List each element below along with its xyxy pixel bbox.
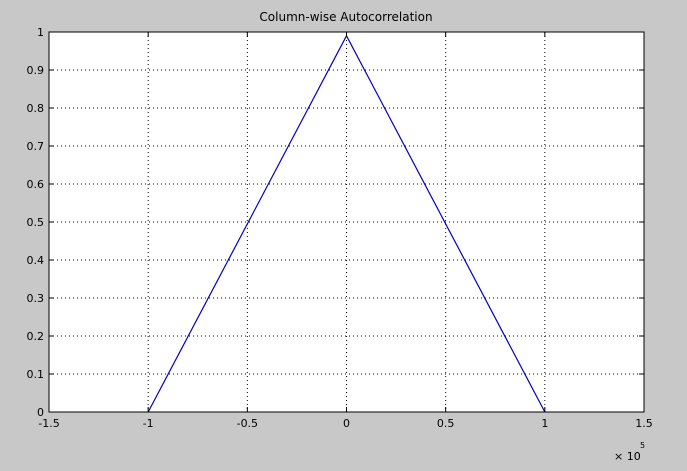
- x-tick-label: -1.5: [38, 417, 59, 430]
- y-axis-ticks: 0 0.1 0.2 0.3 0.4 0.5 0.6 0.7 0.8 0.9 1: [27, 26, 644, 419]
- y-tick-label: 1: [37, 26, 44, 39]
- x-axis-ticks: -1.5 -1 -0.5 0 0.5 1 1.5: [38, 32, 653, 430]
- grid-lines: [49, 32, 644, 412]
- y-tick-label: 0.5: [27, 216, 45, 229]
- x-scale-base: × 10: [614, 450, 641, 463]
- x-tick-label: -0.5: [237, 417, 258, 430]
- y-tick-label: 0: [37, 406, 44, 419]
- y-tick-label: 0.8: [27, 102, 45, 115]
- x-tick-label: 0: [343, 417, 350, 430]
- y-tick-label: 0.1: [27, 368, 45, 381]
- x-tick-label: -1: [143, 417, 154, 430]
- y-tick-label: 0.3: [27, 292, 45, 305]
- x-scale-exponent: 5: [640, 441, 645, 450]
- y-tick-label: 0.2: [27, 330, 45, 343]
- y-tick-label: 0.6: [27, 178, 45, 191]
- y-tick-label: 0.7: [27, 140, 45, 153]
- y-tick-label: 0.4: [27, 254, 45, 267]
- chart-title: Column-wise Autocorrelation: [259, 10, 432, 24]
- x-tick-label: 0.5: [437, 417, 455, 430]
- x-tick-label: 1.5: [635, 417, 653, 430]
- x-tick-label: 1: [541, 417, 548, 430]
- y-tick-label: 0.9: [27, 64, 45, 77]
- x-scale-multiplier: × 10 5: [614, 441, 645, 463]
